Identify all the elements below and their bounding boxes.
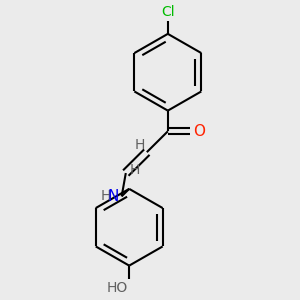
Text: HO: HO <box>106 281 128 295</box>
Text: H: H <box>134 138 145 152</box>
Text: O: O <box>193 124 205 139</box>
Text: Cl: Cl <box>161 5 175 20</box>
Text: H: H <box>101 189 111 203</box>
Text: N: N <box>107 189 119 204</box>
Text: H: H <box>130 163 140 177</box>
